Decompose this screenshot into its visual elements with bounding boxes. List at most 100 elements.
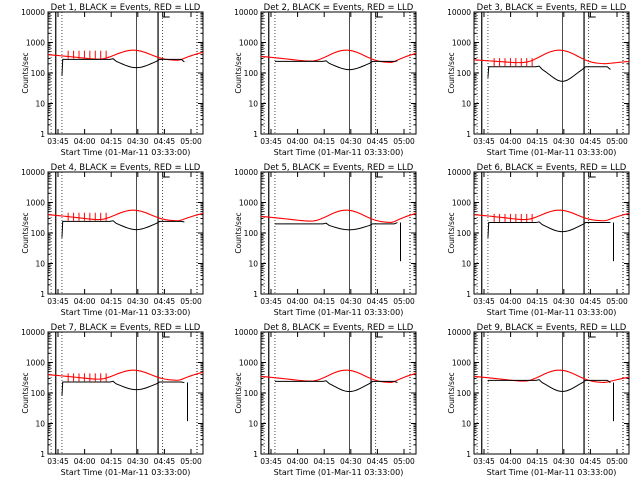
corner-marker xyxy=(588,12,596,18)
y-axis-label: Counts/sec xyxy=(447,212,456,253)
corner-marker xyxy=(162,332,170,338)
x-tick-label: 04:30 xyxy=(553,137,575,146)
y-tick-label: 100 xyxy=(457,389,472,398)
x-tick-label: 05:00 xyxy=(393,137,415,146)
lld-series-line xyxy=(47,49,204,61)
corner-marker xyxy=(375,172,383,178)
plot-frame xyxy=(473,171,630,295)
y-tick-label: 1000 xyxy=(239,199,258,208)
y-tick-label: 100 xyxy=(244,389,259,398)
events-series-line xyxy=(61,58,185,76)
lld-series-line xyxy=(260,49,417,63)
x-tick-label: 04:30 xyxy=(127,457,149,466)
detector-chart: Det 3, BLACK = Events, RED = LLD 1 10 100 10… xyxy=(447,3,630,157)
x-tick-label: 04:00 xyxy=(500,137,522,146)
y-tick-label: 10 xyxy=(35,260,45,269)
y-tick-label: 1 xyxy=(40,290,45,299)
y-tick-label: 10 xyxy=(461,100,471,109)
corner-marker xyxy=(375,332,383,338)
x-tick-label: 04:15 xyxy=(100,457,122,466)
x-tick-label: 03:45 xyxy=(473,137,495,146)
events-series-line xyxy=(274,60,398,71)
y-tick-label: 1000 xyxy=(452,199,471,208)
plot-frame xyxy=(260,171,417,295)
lld-series-line xyxy=(47,209,204,222)
lld-series-line xyxy=(47,369,204,381)
y-tick-label: 1 xyxy=(466,290,471,299)
x-tick-label: 05:00 xyxy=(393,457,415,466)
x-tick-label: 03:45 xyxy=(260,297,282,306)
x-tick-label: 03:45 xyxy=(473,457,495,466)
x-tick-label: 04:45 xyxy=(367,297,389,306)
x-tick-label: 04:45 xyxy=(154,297,176,306)
x-tick-label: 04:30 xyxy=(127,137,149,146)
y-tick-label: 10000 xyxy=(21,8,45,17)
y-tick-label: 10000 xyxy=(21,168,45,177)
y-tick-label: 10 xyxy=(248,100,258,109)
x-tick-label: 04:45 xyxy=(367,457,389,466)
y-tick-label: 1000 xyxy=(26,359,45,368)
x-axis-label: Start Time (01-Mar-11 03:33:00) xyxy=(274,468,404,477)
x-tick-label: 05:00 xyxy=(180,137,202,146)
detector-chart: Det 4, BLACK = Events, RED = LLD 1 10 100 10… xyxy=(21,163,204,317)
lld-series-line xyxy=(260,369,417,383)
x-tick-label: 04:45 xyxy=(154,457,176,466)
y-tick-label: 1 xyxy=(253,290,258,299)
corner-marker xyxy=(162,12,170,18)
x-axis-label: Start Time (01-Mar-11 03:33:00) xyxy=(274,148,404,157)
x-tick-label: 04:15 xyxy=(313,297,335,306)
y-tick-label: 100 xyxy=(31,229,46,238)
x-tick-label: 05:00 xyxy=(180,457,202,466)
x-tick-label: 04:00 xyxy=(287,297,309,306)
x-axis-label: Start Time (01-Mar-11 03:33:00) xyxy=(61,148,191,157)
x-tick-label: 05:00 xyxy=(393,297,415,306)
plot-frame xyxy=(47,11,204,135)
y-tick-label: 10000 xyxy=(234,8,258,17)
corner-marker xyxy=(588,332,596,338)
x-tick-label: 04:45 xyxy=(580,457,602,466)
x-tick-label: 04:00 xyxy=(74,297,96,306)
x-tick-label: 04:45 xyxy=(367,137,389,146)
x-tick-label: 04:15 xyxy=(313,457,335,466)
y-tick-label: 10000 xyxy=(447,328,471,337)
x-tick-label: 03:45 xyxy=(47,137,69,146)
y-tick-label: 10 xyxy=(248,420,258,429)
events-series-line xyxy=(487,221,611,238)
events-series-line xyxy=(274,380,398,393)
chart-title: Det 4, BLACK = Events, RED = LLD xyxy=(51,163,201,173)
events-series-line xyxy=(61,380,185,396)
x-axis-label: Start Time (01-Mar-11 03:33:00) xyxy=(274,308,404,317)
x-tick-label: 04:00 xyxy=(500,297,522,306)
lld-series-line xyxy=(473,49,630,65)
x-tick-label: 04:15 xyxy=(100,297,122,306)
x-tick-label: 04:00 xyxy=(500,457,522,466)
plot-frame xyxy=(260,331,417,455)
x-tick-label: 05:00 xyxy=(180,297,202,306)
x-tick-label: 04:00 xyxy=(74,137,96,146)
corner-marker xyxy=(588,172,596,178)
x-tick-label: 04:00 xyxy=(287,457,309,466)
chart-title: Det 8, BLACK = Events, RED = LLD xyxy=(264,323,414,333)
y-tick-label: 10 xyxy=(461,420,471,429)
y-tick-label: 10000 xyxy=(447,8,471,17)
y-tick-label: 1 xyxy=(253,450,258,459)
y-tick-label: 10000 xyxy=(234,328,258,337)
corner-marker xyxy=(162,172,170,178)
x-tick-label: 03:45 xyxy=(260,457,282,466)
y-tick-label: 1 xyxy=(253,130,258,139)
y-tick-label: 100 xyxy=(244,229,259,238)
chart-title: Det 1, BLACK = Events, RED = LLD xyxy=(51,3,201,13)
chart-title: Det 5, BLACK = Events, RED = LLD xyxy=(264,163,414,173)
plot-frame xyxy=(260,11,417,135)
x-tick-label: 04:00 xyxy=(74,457,96,466)
plot-frame xyxy=(47,171,204,295)
detector-chart: Det 9, BLACK = Events, RED = LLD 1 10 100 10… xyxy=(447,323,630,477)
corner-marker xyxy=(375,12,383,18)
x-tick-label: 04:30 xyxy=(340,137,362,146)
x-tick-label: 05:00 xyxy=(606,457,628,466)
x-tick-label: 03:45 xyxy=(47,457,69,466)
y-axis-label: Counts/sec xyxy=(234,52,243,93)
x-axis-label: Start Time (01-Mar-11 03:33:00) xyxy=(487,148,617,157)
lld-series-line xyxy=(473,209,630,222)
y-tick-label: 1000 xyxy=(239,359,258,368)
